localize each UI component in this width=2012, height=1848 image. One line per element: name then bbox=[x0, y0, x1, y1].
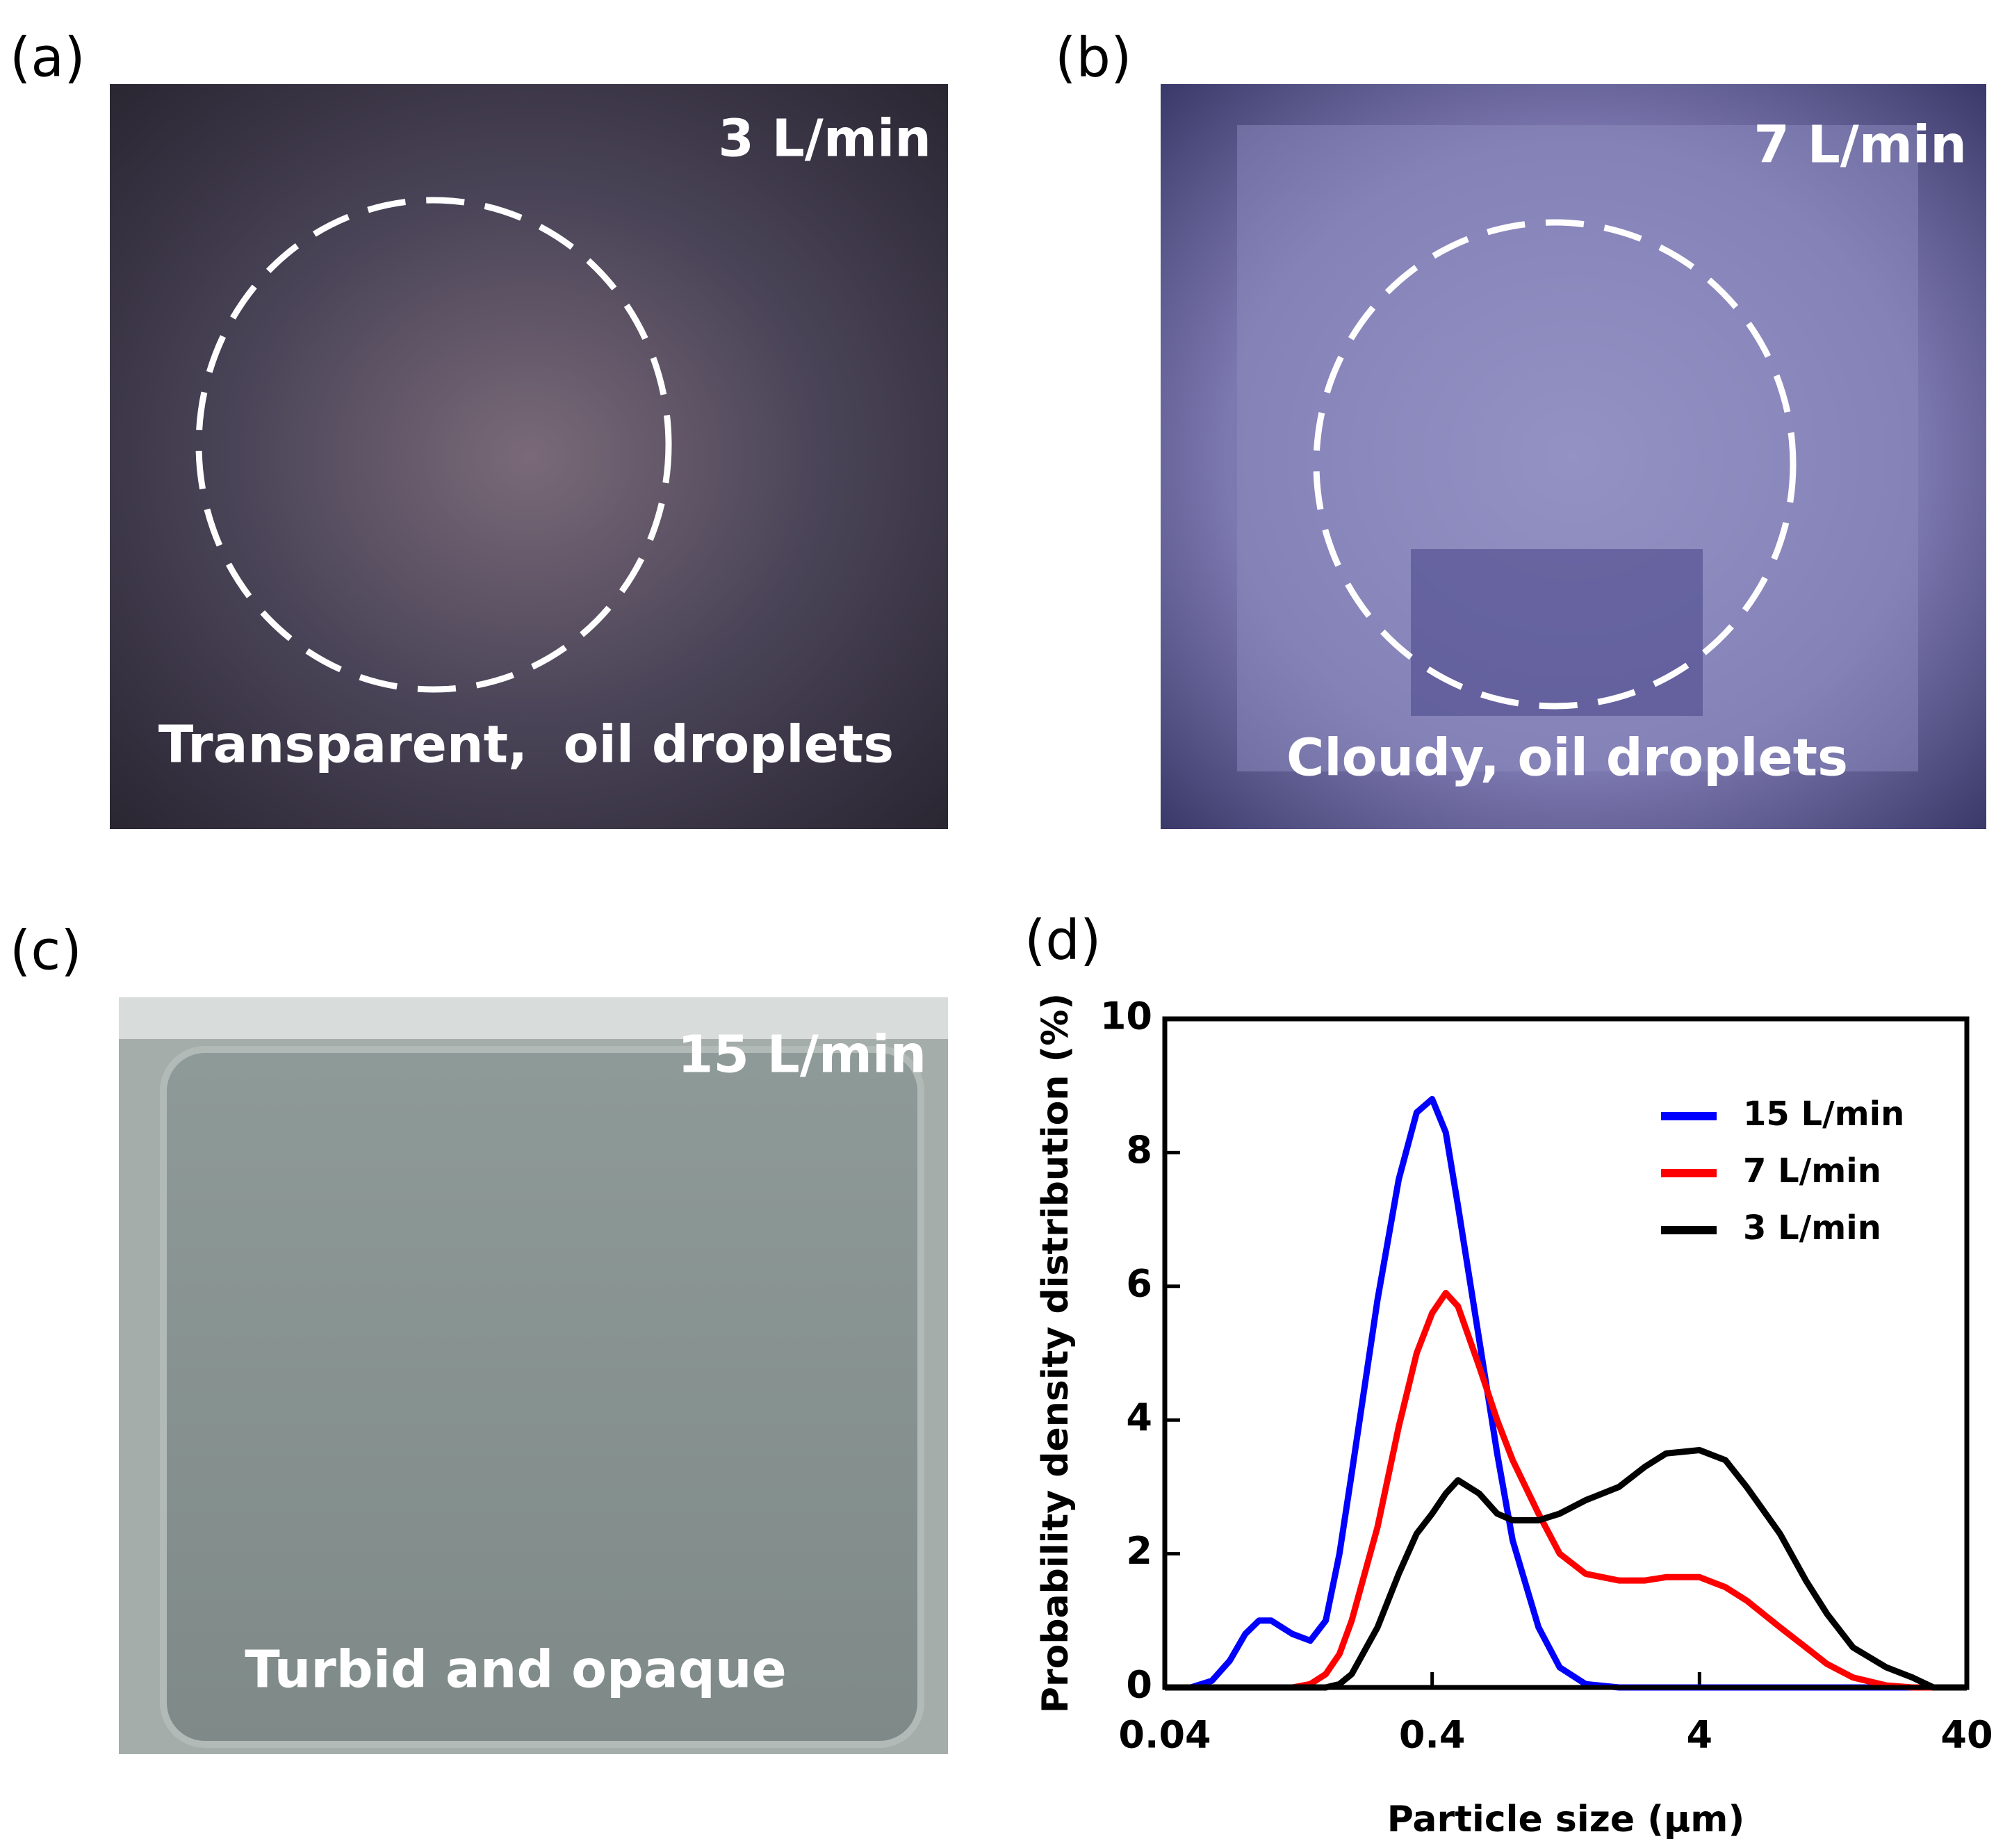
caption: Transparent, oil droplets bbox=[158, 715, 894, 775]
x-tick-label: 0.04 bbox=[1118, 1713, 1211, 1757]
y-tick-label: 6 bbox=[1126, 1261, 1152, 1305]
photo-detail bbox=[160, 1046, 924, 1748]
y-tick-label: 8 bbox=[1126, 1128, 1152, 1172]
y-tick-label: 10 bbox=[1100, 995, 1152, 1038]
caption: Turbid and opaque bbox=[245, 1640, 787, 1700]
flow-label: 3 L/min bbox=[718, 109, 931, 169]
panel-label: (d) bbox=[1024, 909, 1101, 972]
flow-label: 7 L/min bbox=[1753, 115, 1967, 175]
highlight-circle bbox=[1313, 219, 1797, 710]
x-axis-label: Particle size (µm) bbox=[1387, 1799, 1745, 1840]
caption: Cloudy, oil droplets bbox=[1286, 728, 1848, 788]
y-tick-label: 2 bbox=[1126, 1529, 1152, 1573]
x-tick-label: 0.4 bbox=[1399, 1713, 1466, 1757]
photo bbox=[110, 84, 948, 829]
legend-label: 3 L/min bbox=[1743, 1209, 1881, 1248]
legend-label: 15 L/min bbox=[1743, 1095, 1904, 1134]
x-tick-label: 40 bbox=[1940, 1713, 1993, 1757]
photo-detail bbox=[119, 997, 948, 1039]
panel-label: (c) bbox=[10, 919, 82, 982]
y-axis-label: Probability density distribution (%) bbox=[1035, 993, 1077, 1713]
panel-label: (a) bbox=[10, 26, 85, 89]
photo-detail bbox=[1411, 549, 1703, 716]
highlight-circle bbox=[195, 197, 672, 693]
x-tick-label: 4 bbox=[1687, 1713, 1713, 1757]
legend-label: 7 L/min bbox=[1743, 1152, 1881, 1191]
flow-label: 15 L/min bbox=[678, 1025, 926, 1085]
panel-label: (b) bbox=[1055, 26, 1131, 89]
plot-frame bbox=[1162, 1016, 1970, 1690]
y-tick-label: 4 bbox=[1126, 1396, 1152, 1439]
y-tick-label: 0 bbox=[1126, 1663, 1152, 1707]
data-line bbox=[1165, 1447, 1967, 1691]
